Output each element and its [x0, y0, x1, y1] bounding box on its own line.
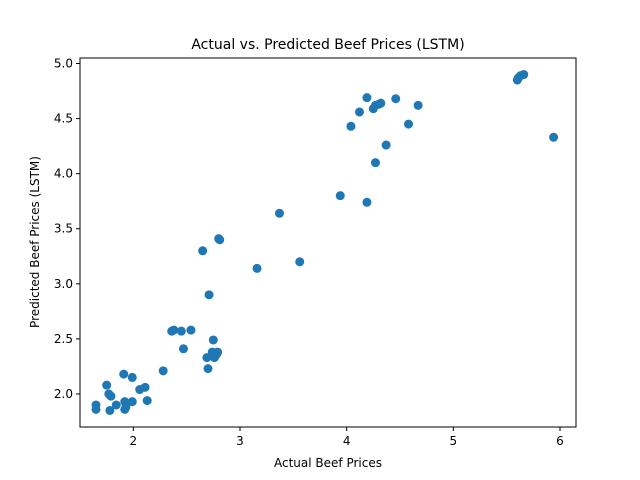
data-point [376, 98, 386, 108]
points-group [91, 70, 559, 415]
data-point [295, 257, 305, 267]
data-point [158, 366, 168, 376]
y-tick-label: 3.0 [54, 277, 73, 291]
data-point [370, 158, 380, 168]
y-tick-label: 2.0 [54, 387, 73, 401]
x-tick-label: 3 [236, 434, 244, 448]
data-point [111, 400, 121, 410]
data-point [252, 263, 262, 273]
y-tick-label: 4.5 [54, 112, 73, 126]
y-tick-label: 3.5 [54, 222, 73, 236]
data-point [198, 246, 208, 256]
data-point [381, 140, 391, 150]
data-point [213, 347, 223, 357]
data-point [178, 344, 188, 354]
y-tick-label: 2.5 [54, 332, 73, 346]
data-point [549, 132, 559, 142]
data-point [215, 235, 225, 245]
data-point [106, 391, 116, 401]
x-tick-label: 4 [343, 434, 351, 448]
y-axis-label: Predicted Beef Prices (LSTM) [28, 156, 42, 328]
data-point [91, 404, 101, 414]
data-point [335, 191, 345, 201]
data-point [142, 396, 152, 406]
x-tick-label: 6 [556, 434, 564, 448]
data-point [102, 380, 112, 390]
y-tick-label: 4.0 [54, 167, 73, 181]
data-point [203, 364, 213, 374]
data-point [208, 335, 218, 345]
data-point [186, 325, 196, 335]
data-point [362, 197, 372, 207]
chart-title: Actual vs. Predicted Beef Prices (LSTM) [191, 37, 464, 53]
x-tick-label: 5 [450, 434, 458, 448]
data-point [121, 402, 131, 412]
data-point [391, 94, 401, 104]
data-point [176, 326, 186, 336]
data-point [169, 325, 179, 335]
data-point [362, 93, 372, 103]
plot-frame [79, 57, 577, 428]
tick-group: 2 3 4 5 6 2.0 2.5 3.0 3.5 4.0 4.5 5.0 [54, 57, 564, 448]
data-point [127, 372, 137, 382]
x-tick-label: 2 [130, 434, 138, 448]
data-point [105, 405, 115, 415]
data-point [274, 208, 284, 218]
data-point [346, 121, 356, 131]
data-point [354, 107, 364, 117]
x-axis-label: Actual Beef Prices [274, 456, 382, 470]
data-point [413, 100, 423, 110]
data-point [119, 369, 129, 379]
data-point [127, 397, 137, 407]
y-tick-label: 5.0 [54, 57, 73, 71]
data-point [519, 70, 529, 80]
data-point [404, 119, 414, 129]
data-point [204, 290, 214, 300]
data-point [140, 382, 150, 392]
